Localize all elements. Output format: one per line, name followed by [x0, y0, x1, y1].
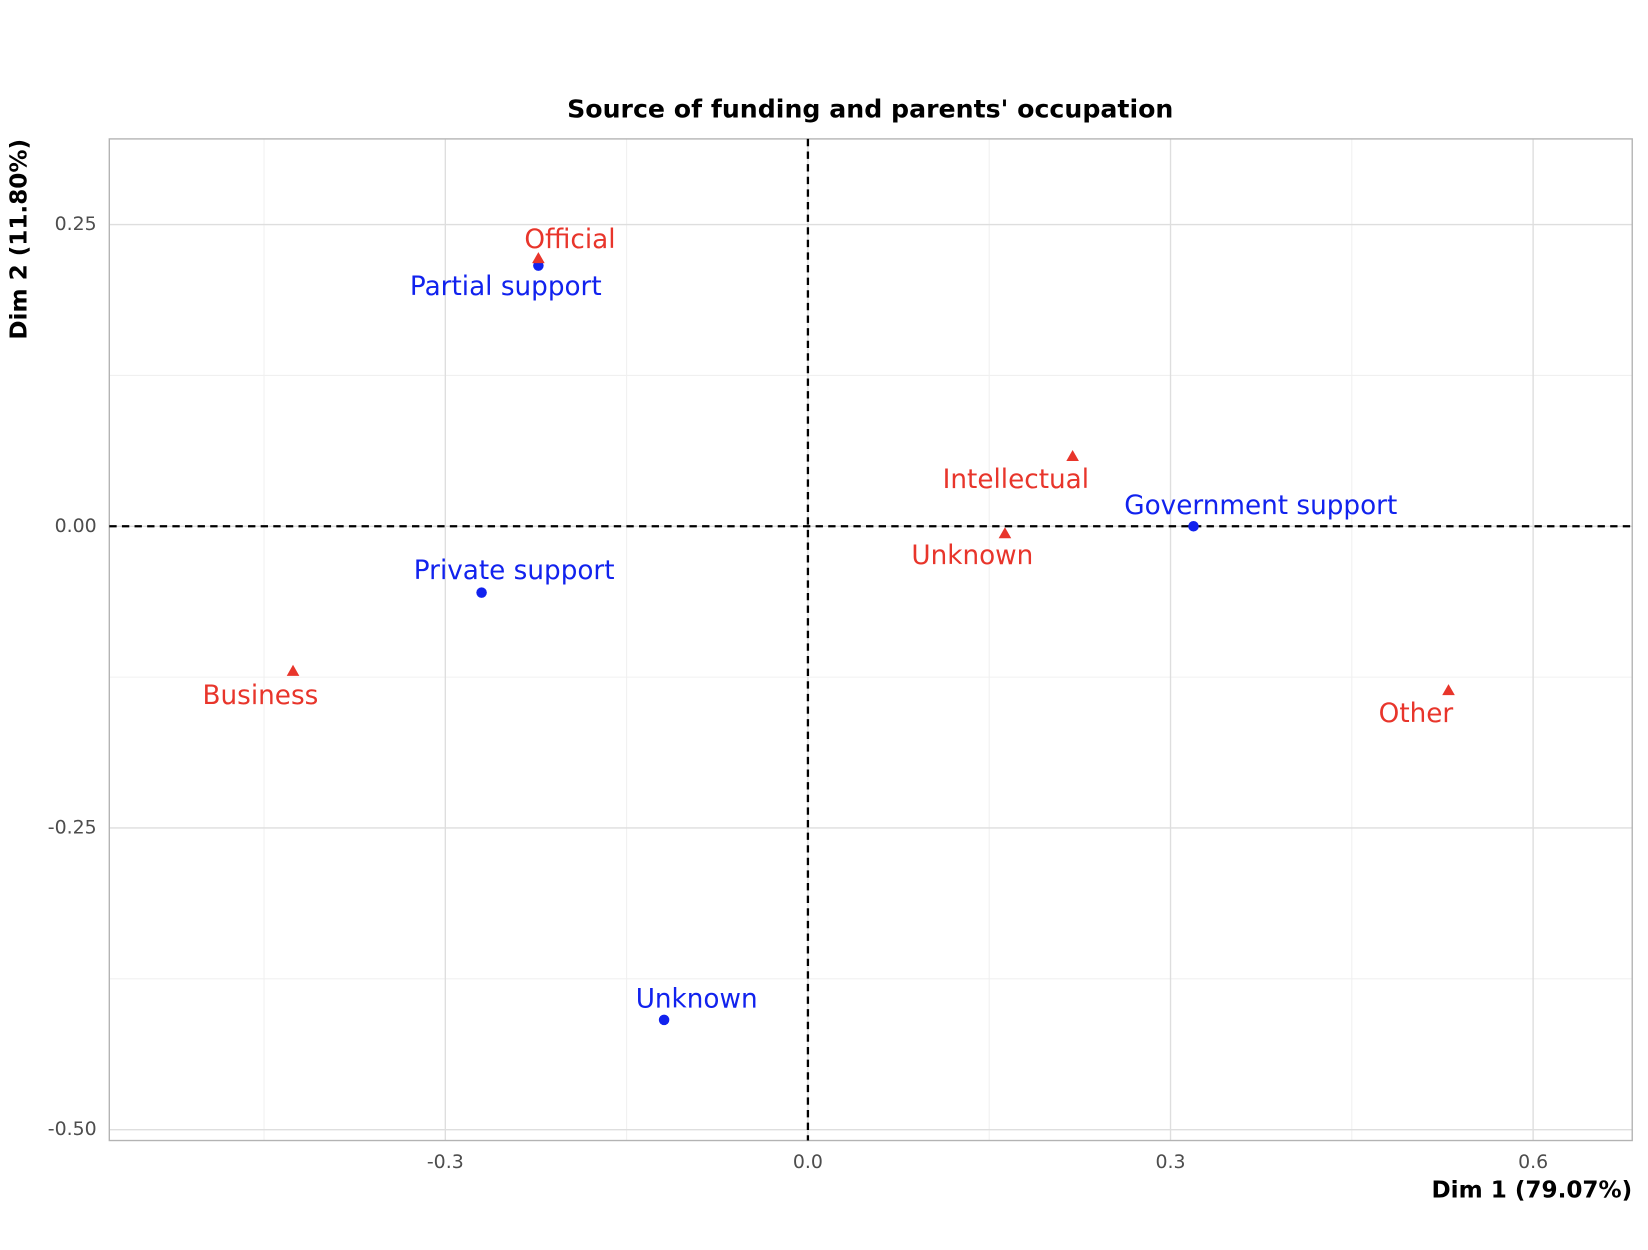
- point-label: Business: [203, 681, 319, 711]
- x-axis-title: Dim 1 (79.07%): [1432, 1177, 1633, 1203]
- y-tick-label: 0.00: [55, 515, 97, 537]
- point-triangle: [998, 527, 1012, 539]
- y-tick-label: -0.50: [48, 1118, 97, 1140]
- point-triangle: [532, 252, 545, 264]
- chart-title: Source of funding and parents' occupatio…: [567, 95, 1173, 124]
- point-label: Intellectual: [943, 465, 1089, 495]
- point-triangle: [1442, 684, 1455, 696]
- y-axis-title: Dim 2 (11.80%): [6, 139, 32, 340]
- point-circle: [1188, 521, 1199, 532]
- y-tick-label: 0.25: [55, 213, 97, 235]
- point-label: Other: [1379, 699, 1454, 729]
- x-tick-label: 0.0: [793, 1151, 823, 1173]
- point-label: Partial support: [410, 272, 602, 302]
- point-circle: [476, 587, 487, 598]
- point-triangle: [286, 664, 300, 676]
- plot-border: [108, 138, 1633, 1142]
- point-label: Unknown: [636, 984, 758, 1014]
- point-label: Private support: [414, 556, 615, 586]
- x-tick-label: 0.6: [1518, 1151, 1548, 1173]
- y-tick-label: -0.25: [48, 816, 97, 838]
- x-tick-label: 0.3: [1155, 1151, 1185, 1173]
- point-label: Unknown: [911, 541, 1033, 571]
- x-tick-label: -0.3: [427, 1151, 464, 1173]
- point-label: Official: [524, 225, 615, 255]
- point-triangle: [1066, 449, 1079, 462]
- point-circle: [658, 1014, 670, 1026]
- point-label: Government support: [1124, 491, 1397, 521]
